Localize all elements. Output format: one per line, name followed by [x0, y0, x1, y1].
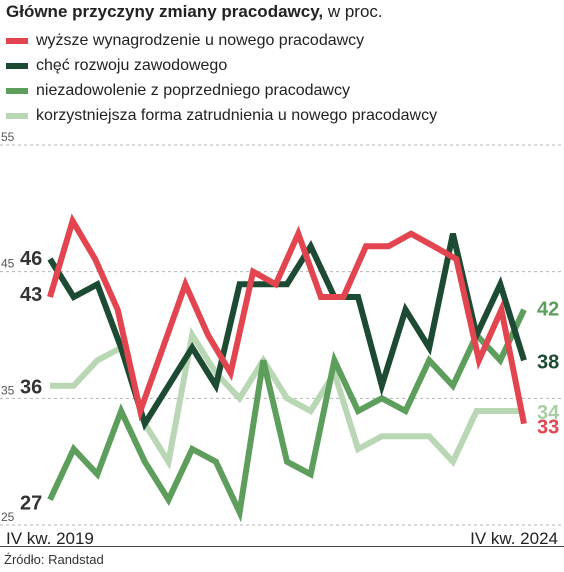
legend-item: korzystniejsza forma zatrudnienia u nowe…	[6, 103, 437, 128]
series-end-label: 33	[537, 417, 559, 439]
legend-label: chęć rozwoju zawodowego	[36, 56, 228, 74]
series-end-label: 42	[537, 299, 559, 321]
legend-swatch	[6, 62, 28, 69]
series-line	[47, 213, 527, 425]
legend-label: niezadowolenie z poprzedniego pracodawcy	[36, 81, 350, 99]
legend-label: wyższe wynagrodzenie u nowego pracodawcy	[36, 31, 365, 49]
series-line	[47, 308, 527, 523]
series-end-label: 34	[537, 402, 560, 424]
source-note: Źródło: Randstad	[4, 552, 104, 567]
series-start-label: 43	[20, 284, 42, 306]
series-start-label: 46	[20, 248, 42, 270]
legend-swatch	[6, 87, 28, 94]
legend: wyższe wynagrodzenie u nowego pracodawcy…	[6, 28, 437, 128]
x-axis-start-label: IV kw. 2019	[6, 529, 94, 548]
legend-label: korzystniejsza forma zatrudnienia u nowe…	[36, 106, 438, 124]
legend-item: wyższe wynagrodzenie u nowego pracodawcy	[6, 28, 437, 53]
legend-item: chęć rozwoju zawodowego	[6, 53, 437, 78]
y-tick-label: 35	[1, 383, 15, 397]
series-start-label: 27	[20, 493, 42, 515]
legend-swatch	[6, 112, 28, 119]
y-tick-label: 25	[1, 510, 15, 524]
chart-title-unit: w proc.	[323, 2, 383, 21]
series-start-label: 36	[20, 377, 42, 399]
y-tick-label: 55	[1, 130, 15, 144]
chart-title-bold: Główne przyczyny zmiany pracodawcy,	[6, 2, 324, 21]
x-axis-end-label: IV kw. 2024	[470, 529, 558, 548]
bottom-divider	[0, 546, 564, 547]
legend-item: niezadowolenie z poprzedniego pracodawcy	[6, 78, 437, 103]
legend-swatch	[6, 37, 28, 44]
series-end-label: 38	[537, 351, 559, 373]
y-tick-label: 45	[1, 257, 15, 271]
chart-title: Główne przyczyny zmiany pracodawcy, w pr…	[6, 2, 383, 22]
